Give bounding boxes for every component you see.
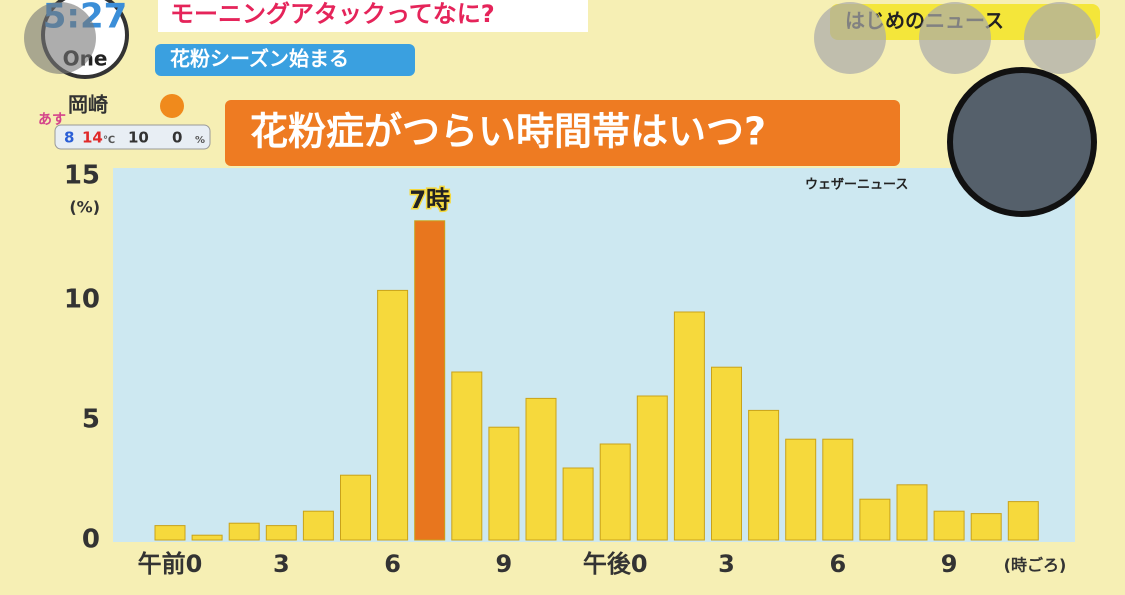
weather-pop-pm: 0 [172,129,182,147]
bar [265,525,297,541]
bar [748,409,780,541]
bar [785,438,817,541]
bookmark-button[interactable] [1024,2,1096,74]
bar [414,220,446,541]
lens-button[interactable] [814,2,886,74]
bar [599,443,631,541]
subhead: 花粉シーズン始まる [170,47,349,71]
x-tick-label: 9 [496,550,513,578]
weather-day: あす [38,112,66,128]
x-tick-label: 9 [941,550,958,578]
weather-box [54,124,211,150]
bar [896,484,928,541]
bar [302,510,334,541]
x-tick-label: 6 [829,550,846,578]
x-tick-label: 6 [384,550,401,578]
bar [822,438,854,541]
bar [488,426,520,541]
x-tick-label: 3 [273,550,290,578]
weather-low: 8 [64,129,74,147]
x-tick-label: 午後0 [583,550,648,578]
y-tick-label: 10 [64,285,100,315]
y-tick-label: 0 [82,525,100,555]
plot-area [113,168,1075,542]
bar [859,498,891,541]
bar [451,371,483,541]
source: ウェザーニュース [805,178,908,193]
y-tick-label: 15 [64,161,100,191]
presenter-photo [947,67,1097,217]
bar [191,534,223,541]
bar [154,525,186,541]
share-button[interactable] [919,2,991,74]
title-box [225,100,900,166]
y-axis-label: (%) [69,198,100,217]
bar [711,366,742,541]
bar [340,474,371,541]
weather-pop-am: 10 [128,129,149,147]
headline-box [158,0,588,32]
bar [228,522,260,541]
bar [970,513,1002,541]
weather-high: 14 [82,129,103,147]
bar [1007,501,1039,541]
bar [933,510,965,541]
chart-title: 花粉症がつらい時間帯はいつ? [250,110,766,154]
x-tick-label: 午前0 [138,550,203,578]
weather-pop-unit: % [195,135,205,146]
bar [636,395,668,541]
sun-icon [160,94,184,118]
headline: モーニングアタックってなに? [170,0,495,28]
annotation: 7時 [409,186,450,214]
bar [673,311,705,541]
weather-city: 岡崎 [68,93,108,117]
x-axis-label: (時ごろ) [1004,556,1067,575]
x-tick-label: 3 [718,550,735,578]
y-tick-label: 5 [82,405,100,435]
bar [562,467,594,541]
bar [525,397,557,541]
bar [377,289,409,541]
close-button[interactable] [24,2,96,74]
subhead-box [155,44,415,76]
weather-temp-unit: ℃ [103,135,115,146]
